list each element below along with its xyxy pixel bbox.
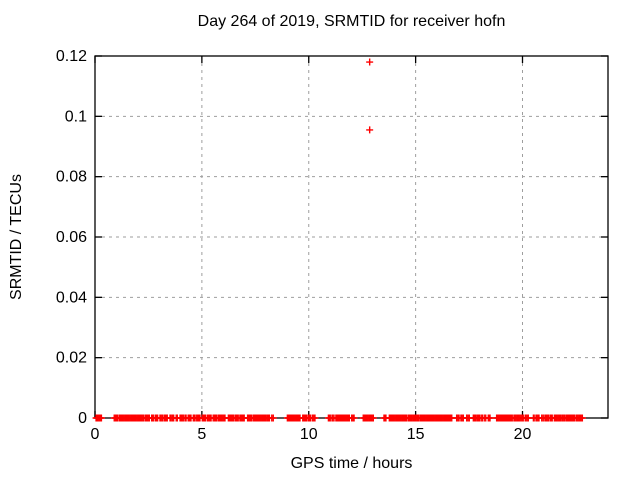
x-tick-label: 20 (514, 426, 532, 443)
x-tick-label: 5 (197, 426, 206, 443)
outlier-marker (366, 126, 374, 134)
y-tick-label: 0.08 (56, 169, 87, 186)
chart-title: Day 264 of 2019, SRMTID for receiver hof… (197, 13, 506, 30)
x-axis-label: GPS time / hours (290, 455, 413, 472)
data-marker (269, 414, 277, 422)
y-tick-label: 0 (78, 410, 87, 427)
axis-tick-labels: 0 5 10 15 20 0 0.02 0.04 0.06 0.08 0.1 0.12 (56, 48, 532, 443)
grid-lines (95, 56, 608, 418)
data-marker (578, 414, 586, 422)
data-marker (97, 414, 105, 422)
data-marker (350, 414, 358, 422)
y-tick-label: 0.04 (56, 289, 87, 306)
data-marker (369, 414, 377, 422)
y-tick-label: 0.06 (56, 229, 87, 246)
x-tick-label: 10 (300, 426, 318, 443)
y-tick-label: 0.1 (65, 108, 87, 125)
data-marker (311, 414, 319, 422)
data-points (92, 58, 586, 422)
data-marker (486, 414, 494, 422)
x-tick-label: 0 (91, 426, 100, 443)
y-tick-label: 0.02 (56, 350, 87, 367)
outlier-marker (366, 58, 374, 66)
y-tick-label: 0.12 (56, 48, 87, 65)
x-tick-label: 15 (407, 426, 425, 443)
